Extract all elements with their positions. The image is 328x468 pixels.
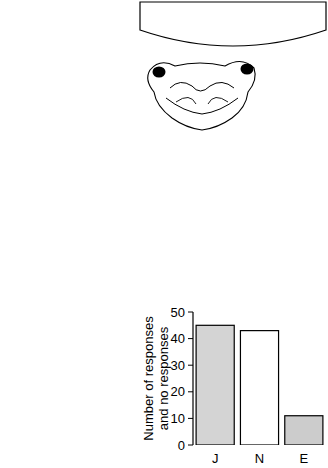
y-axis-label: Number of responsesand no responses (141, 316, 171, 441)
y-axis-label-line: Number of responses (141, 316, 156, 441)
x-tick-label: E (299, 451, 308, 466)
x-tick-label: N (255, 451, 264, 466)
y-tick-label: 10 (171, 411, 185, 426)
frog-limb (176, 97, 228, 104)
y-tick-label: 50 (171, 305, 185, 320)
figure: 0 10 20 30 40 50 J N E Number of responsesand no … (0, 0, 328, 468)
bar (240, 331, 278, 445)
y-axis (192, 312, 193, 445)
x-tick-label: J (212, 451, 219, 466)
y-tick (188, 418, 193, 419)
bar (196, 325, 234, 445)
frog-head (148, 61, 255, 130)
y-axis-label-line: and no responses (156, 326, 171, 430)
y-tick-label: 40 (171, 331, 185, 346)
y-tick (188, 365, 193, 366)
frog-eye (241, 64, 254, 75)
bar (285, 416, 323, 445)
frog-mouth (170, 82, 234, 91)
surface (140, 2, 326, 46)
y-tick-label: 0 (178, 438, 185, 453)
frog-eye (153, 67, 166, 78)
frog-jaw (166, 98, 238, 114)
bars (196, 325, 323, 445)
y-tick (188, 338, 193, 339)
y-tick (188, 445, 193, 446)
y-tick (188, 312, 193, 313)
y-tick (188, 391, 193, 392)
illustration (140, 2, 326, 130)
y-tick-label: 30 (171, 358, 185, 373)
y-tick-label: 20 (171, 384, 185, 399)
